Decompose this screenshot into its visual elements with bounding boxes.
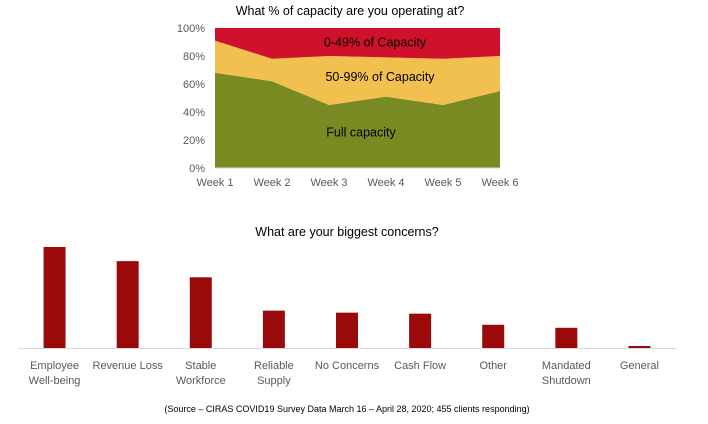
x-tick-label: Shutdown	[542, 375, 591, 387]
x-tick-label: Week 6	[481, 177, 518, 189]
bar-chart: Employee Well-being Revenue Loss Stable Work…	[18, 247, 676, 387]
x-tick-label: Stable	[185, 360, 216, 372]
y-tick-label: 40%	[183, 107, 205, 119]
area-full-capacity	[215, 72, 500, 168]
x-tick-label: Revenue Loss	[93, 360, 164, 372]
x-tick-label: Other	[479, 360, 507, 372]
source-note: (Source – CIRAS COVID19 Survey Data Marc…	[164, 404, 529, 414]
x-tick-label: Week 3	[310, 177, 347, 189]
x-tick-label: Workforce	[176, 375, 226, 387]
area-50-99-capacity-label: 50-99% of Capacity	[325, 70, 435, 84]
x-tick-label: General	[620, 360, 659, 372]
x-tick-label: Week 1	[196, 177, 233, 189]
bar	[555, 327, 578, 348]
x-tick-label: Cash Flow	[394, 360, 446, 372]
bar	[628, 345, 651, 348]
x-tick-label: Week 5	[424, 177, 461, 189]
y-tick-label: 20%	[183, 135, 205, 147]
x-tick-label: Week 2	[253, 177, 290, 189]
bar-chart-title: What are your biggest concerns?	[255, 225, 438, 239]
area-0-49-capacity-label: 0-49% of Capacity	[324, 36, 427, 50]
area-50-99-capacity	[215, 40, 500, 105]
area-full-capacity-label: Full capacity	[326, 125, 396, 139]
y-tick-label: 80%	[183, 51, 205, 63]
bar	[43, 247, 66, 348]
bar	[482, 324, 505, 348]
y-tick-label: 0%	[189, 163, 205, 175]
x-tick-label: Well-being	[29, 375, 81, 387]
x-tick-label: Employee	[30, 360, 79, 372]
area-chart-title: What % of capacity are you operating at?	[236, 4, 465, 18]
x-tick-label: Mandated	[542, 360, 591, 372]
bar	[116, 261, 139, 348]
y-tick-label: 100%	[177, 23, 205, 35]
x-tick-label: Week 4	[367, 177, 404, 189]
bar	[336, 312, 358, 348]
y-tick-label: 60%	[183, 79, 205, 91]
bar	[409, 313, 432, 348]
x-tick-label: Supply	[257, 375, 291, 387]
bar	[262, 310, 285, 348]
area-chart: Full capacity 50-99% of Capacity 0-49% of …	[177, 23, 519, 189]
x-tick-label: Reliable	[254, 360, 294, 372]
x-tick-label: No Concerns	[315, 360, 380, 372]
area-0-49-capacity	[215, 28, 500, 59]
bar	[189, 277, 212, 348]
